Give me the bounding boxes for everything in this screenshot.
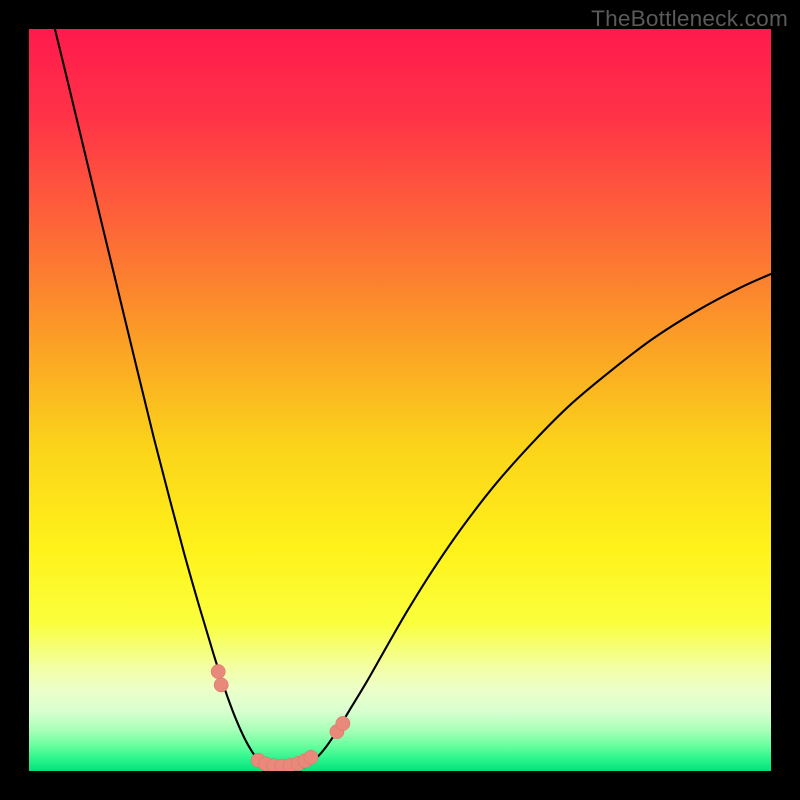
- data-marker: [336, 716, 350, 730]
- left-curve: [51, 29, 268, 768]
- watermark-text: TheBottleneck.com: [591, 6, 788, 32]
- chart-frame: TheBottleneck.com: [0, 0, 800, 800]
- data-marker: [304, 750, 318, 764]
- data-marker: [214, 678, 228, 692]
- curves-layer: [29, 29, 771, 771]
- data-markers: [211, 664, 350, 771]
- plot-area: [29, 29, 771, 771]
- right-curve: [304, 272, 771, 767]
- data-marker: [211, 664, 225, 678]
